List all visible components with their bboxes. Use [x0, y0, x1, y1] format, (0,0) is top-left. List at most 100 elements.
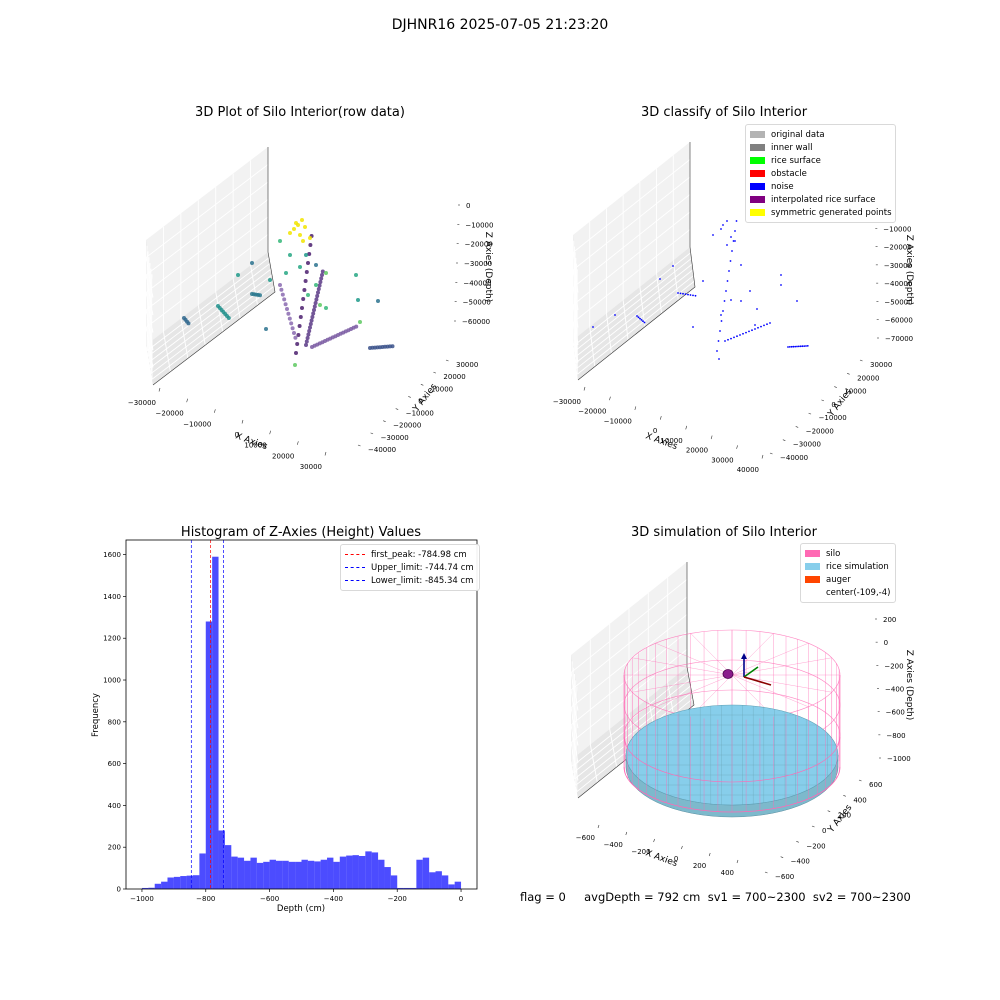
data-point	[304, 343, 308, 347]
classify-3d-x-tick-mark	[685, 425, 688, 430]
legend-swatch	[805, 550, 820, 557]
legend-label: interpolated rice surface	[771, 194, 876, 205]
data-point	[280, 292, 285, 297]
classify-3d-x-tick-mark	[659, 416, 662, 420]
silo-ring	[623, 736, 841, 783]
histogram-bar	[397, 887, 404, 889]
legend-label: auger	[826, 574, 851, 585]
noise-point	[730, 337, 732, 340]
noise-point	[720, 320, 723, 322]
auger-axis-z-head	[741, 653, 747, 659]
simulation-3d-z-tick: −800	[886, 732, 905, 740]
simulation-3d-x-tick: 400	[721, 869, 734, 877]
noise-point	[694, 294, 697, 297]
silo-spoke	[731, 674, 809, 708]
y-tick-label: 0	[117, 886, 121, 894]
simulation-3d-y-tick-mark	[811, 825, 815, 828]
histogram-bar	[327, 857, 334, 889]
histogram-bar	[269, 859, 276, 889]
data-point	[354, 273, 358, 277]
noise-point	[639, 317, 641, 320]
raw-3d-y-tick: 0	[418, 397, 422, 405]
simulation-3d-z-tick: −400	[885, 686, 904, 694]
simulation-3d-y-tick: 400	[853, 796, 866, 804]
auger-marker	[722, 653, 772, 686]
noise-point	[729, 260, 732, 262]
noise-point	[679, 292, 682, 295]
data-point	[294, 351, 298, 355]
classify-3d-ticks: −30000−20000−10000010000200003000040000−…	[553, 207, 913, 474]
grid-line	[197, 305, 206, 346]
noise-point	[754, 328, 756, 330]
raw-3d-y-tick-mark	[357, 444, 361, 447]
noise-point	[754, 324, 756, 326]
noise-point	[720, 228, 722, 230]
noise-point	[726, 220, 728, 222]
data-point	[303, 279, 308, 283]
classify-3d-y-tick-mark	[834, 386, 837, 388]
noise-point	[780, 284, 782, 286]
raw-3d-x-tick: −10000	[183, 420, 211, 428]
legend-label: Upper_limit: -744.74 cm	[371, 562, 474, 573]
histogram-bar	[422, 857, 430, 889]
histogram-bar	[173, 876, 181, 889]
classify-3d-points	[592, 220, 809, 360]
grid-line	[572, 229, 691, 363]
classify-3d-y-tick-mark	[808, 412, 812, 415]
noise-point	[739, 334, 741, 336]
histogram-bar	[237, 857, 245, 889]
simulation-3d-y-tick: −200	[806, 842, 825, 850]
noise-point	[677, 292, 679, 294]
data-point	[316, 290, 320, 295]
data-point	[284, 271, 288, 275]
data-point	[307, 329, 312, 333]
histogram-bar	[199, 853, 206, 889]
data-point	[264, 327, 268, 331]
histogram-bar	[435, 871, 442, 889]
silo-spoke	[655, 642, 733, 676]
simulation-3d-x-tick-mark	[625, 831, 628, 836]
raw-3d-x-tick: −30000	[128, 399, 156, 407]
legend-line	[345, 567, 365, 568]
noise-point	[692, 326, 694, 328]
silo-spoke	[632, 674, 733, 693]
histogram-legend: first_peak: -784.98 cm Upper_limit: -744.…	[340, 544, 480, 591]
classify-3d-x-tick: −10000	[604, 417, 632, 425]
simulation-3d-x-tick: −600	[576, 834, 595, 842]
simulation-3d-y-tick-mark	[858, 779, 862, 782]
histogram-bar	[429, 872, 436, 889]
simulation-3d-x-tick-mark	[736, 859, 739, 864]
noise-point	[796, 300, 798, 302]
data-point	[292, 331, 296, 335]
noise-point	[740, 264, 742, 266]
data-point	[314, 263, 318, 267]
grid-line	[589, 326, 596, 367]
noise-point	[766, 323, 768, 326]
classify-3d-y-tick: 30000	[870, 361, 892, 369]
simulation-3d-y-tick-mark	[843, 795, 846, 797]
histogram-bar	[441, 875, 449, 889]
legend-swatch	[750, 131, 765, 138]
legend-label: obstacle	[771, 168, 807, 179]
silo-spoke	[632, 657, 733, 676]
classify-3d-x-tick-mark	[710, 435, 713, 440]
data-point	[315, 294, 320, 298]
histogram-reference-lines	[190, 540, 224, 889]
histogram-bar	[409, 887, 417, 889]
histogram-bar	[141, 887, 149, 889]
histogram-bar	[244, 860, 251, 889]
legend-swatch	[805, 563, 820, 570]
raw-3d-scatter-chart: 3D Plot of Silo Interior(row data) −3000…	[128, 105, 494, 471]
x-tick-label: 0	[459, 895, 463, 903]
classify-3d-y-tick-mark	[847, 373, 850, 375]
simulation-legend-item: silo	[805, 547, 891, 560]
histogram-bar	[320, 859, 328, 889]
classify-3d-z-tick: −10000	[883, 225, 911, 233]
noise-point	[751, 329, 753, 332]
grid-line	[149, 274, 273, 369]
data-point	[278, 283, 282, 287]
classify-3d-x-tick: 30000	[711, 456, 733, 464]
classify-3d-x-tick: 10000	[660, 437, 682, 445]
legend-label: noise	[771, 181, 794, 192]
simulation-3d-z-tick: −600	[886, 709, 905, 717]
